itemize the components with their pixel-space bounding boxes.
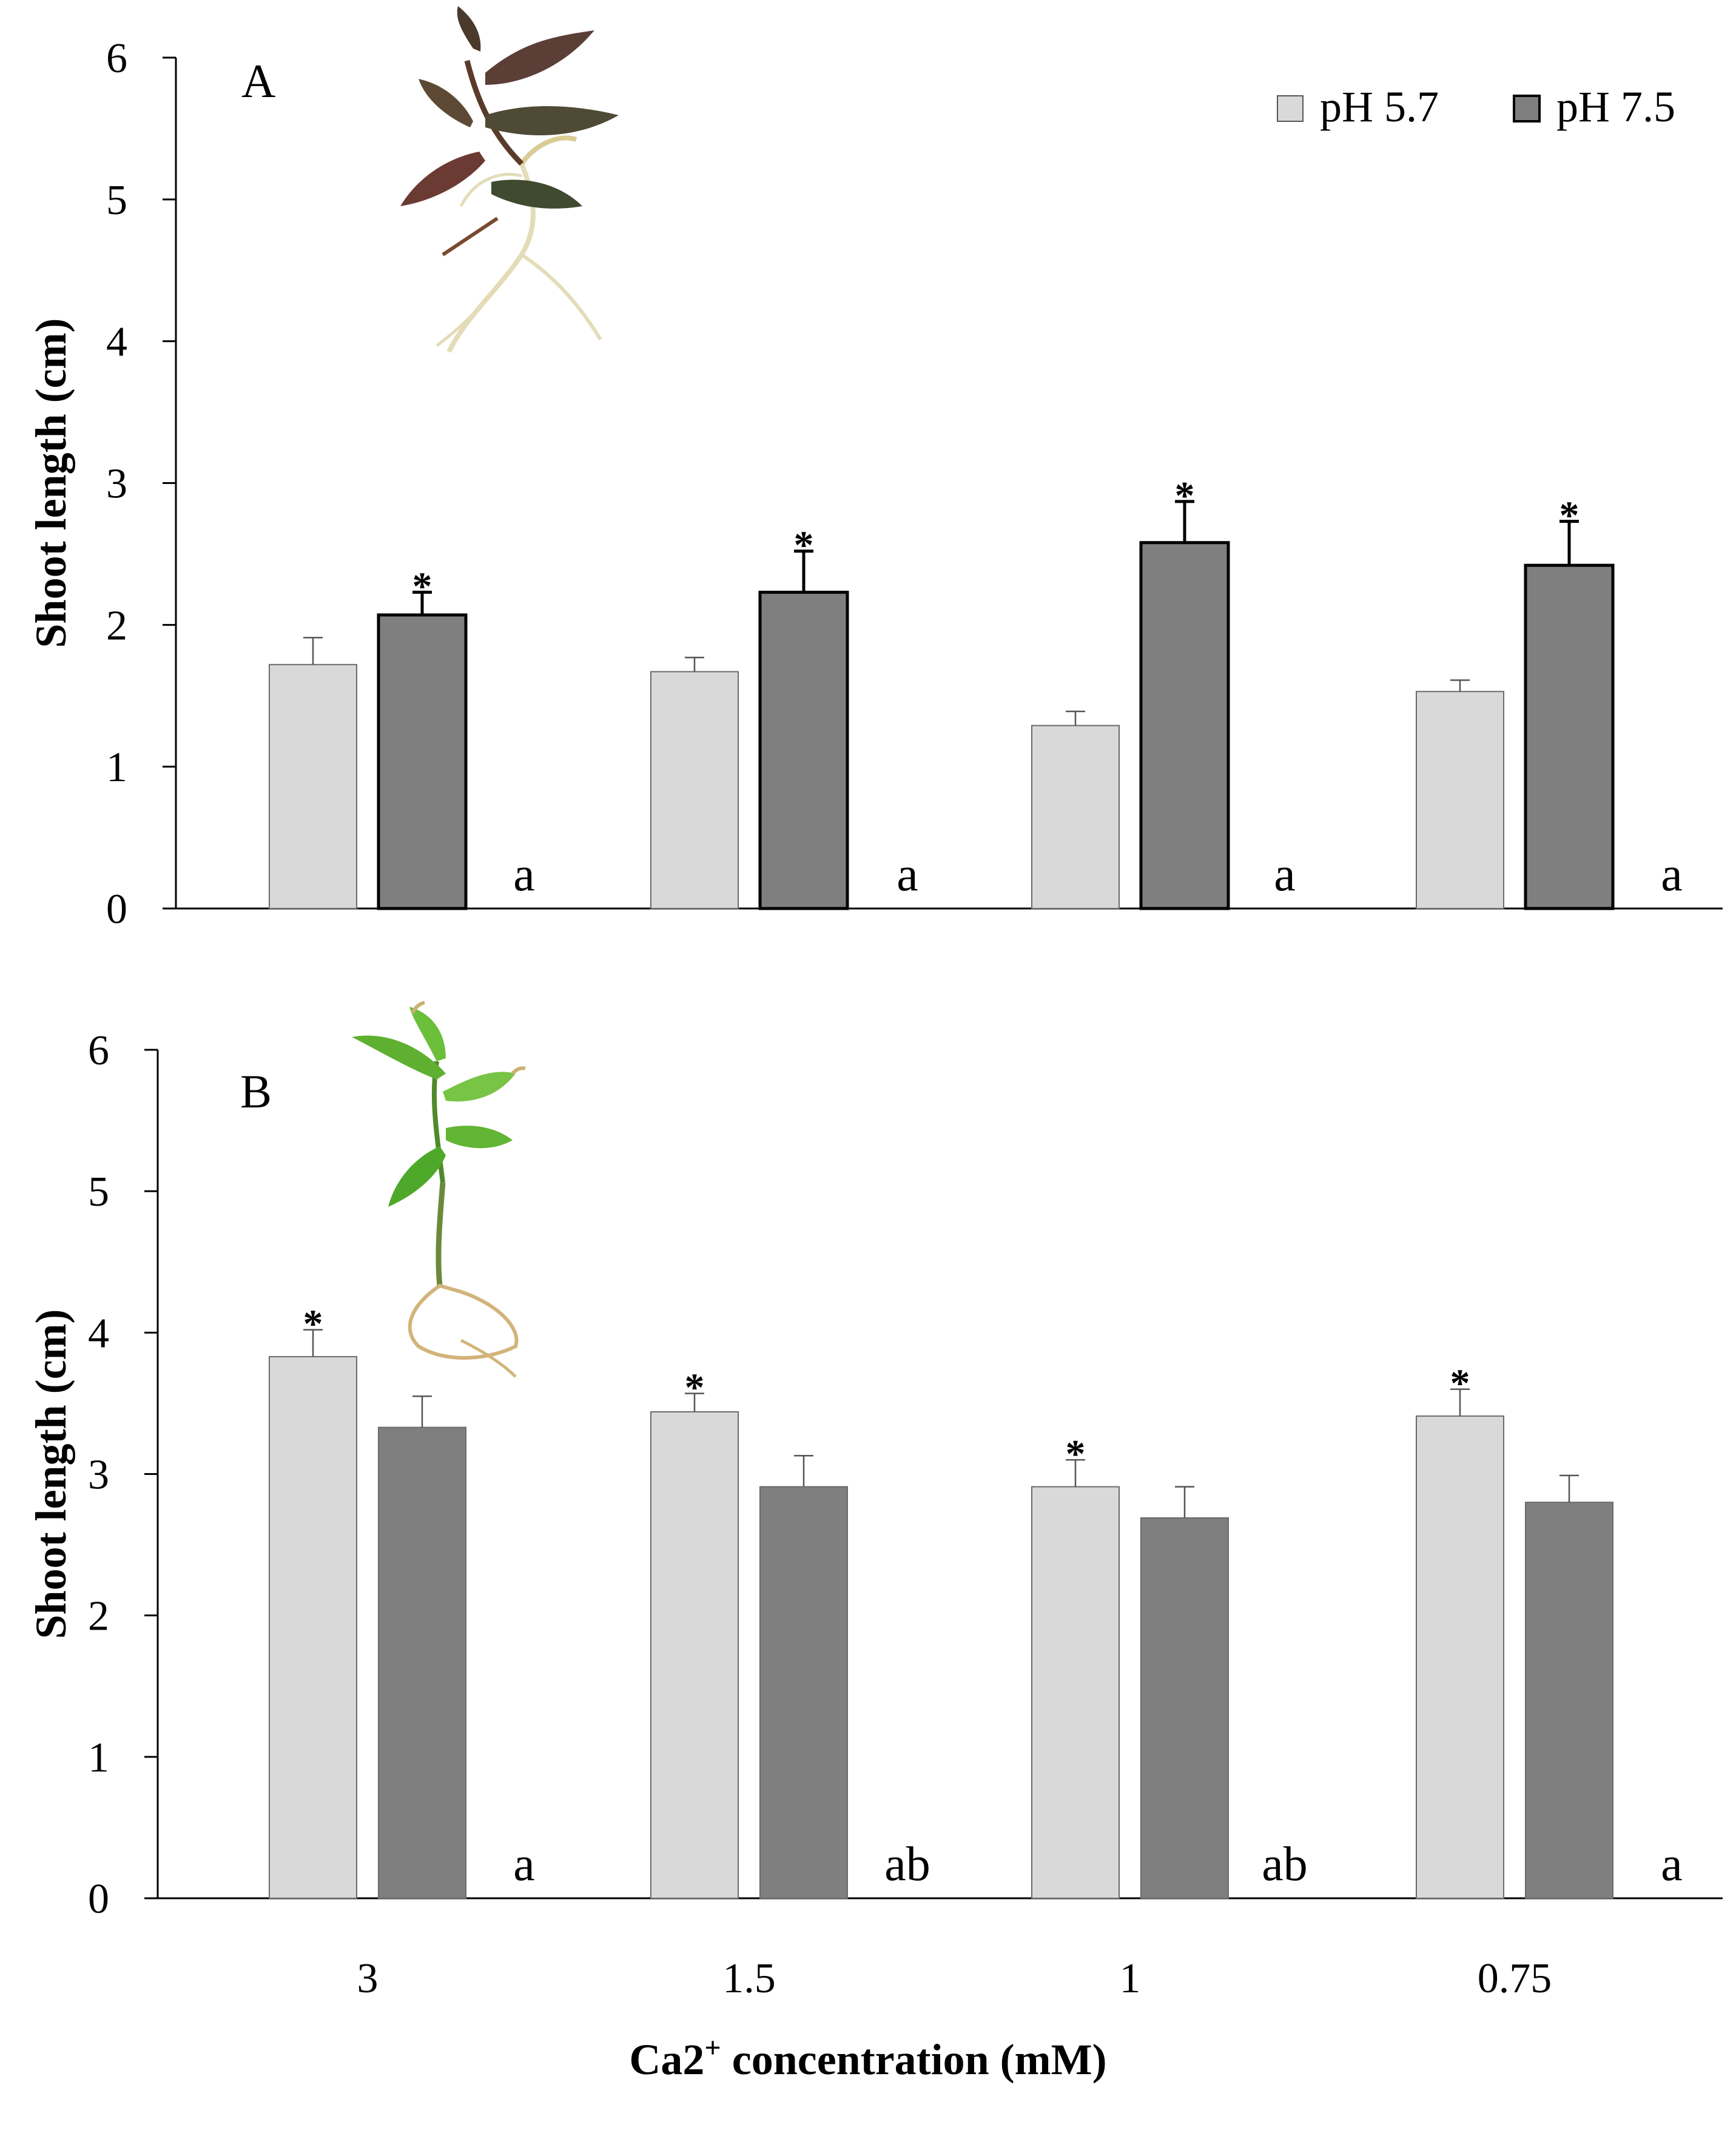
panel-label-b: B (240, 1065, 272, 1118)
legend-label-ph-7-5: pH 7.5 (1556, 82, 1675, 131)
significance-star-b-c2: * (1066, 1432, 1086, 1476)
y-axis-label-b: Shoot length (cm) (27, 1309, 75, 1639)
bar-a-s0-c1 (650, 671, 739, 909)
legend: pH 5.7 pH 7.5 (1277, 82, 1675, 131)
bar-b-s1-c3 (1525, 1502, 1613, 1899)
y-tick-label-a: 6 (106, 35, 127, 82)
y-tick-label-a: 5 (106, 177, 127, 224)
bar-b-s1-c2 (1140, 1517, 1229, 1899)
group-letter-a-c3: a (1661, 848, 1683, 901)
group-letter-a-c1: a (897, 848, 918, 901)
y-tick-label-b: 3 (88, 1452, 109, 1499)
x-tick-label-b-c0: 3 (357, 1955, 378, 2002)
y-tick-label-b: 1 (88, 1735, 109, 1781)
x-axis-label-rest: concentration (mM) (721, 2035, 1107, 2084)
y-tick-label-a: 4 (106, 319, 127, 366)
bar-b-s1-c0 (378, 1426, 466, 1899)
significance-star-a-c2: * (1175, 474, 1195, 518)
panel-a: 0 1 2 3 4 5 6 Shoot length (cm) * * * * a a a a (27, 35, 1723, 933)
y-axis-label-a: Shoot length (cm) (27, 318, 75, 648)
bar-b-s1-c1 (759, 1486, 848, 1899)
group-letter-b-c0: a (513, 1838, 535, 1891)
x-tick-label-b-c2: 1 (1120, 1955, 1141, 2002)
y-tick-label-a: 2 (106, 602, 127, 649)
x-axis-label-main: Ca2 (629, 2035, 704, 2084)
bar-a-s0-c0 (269, 663, 357, 909)
significance-star-b-c0: * (303, 1302, 323, 1346)
bar-a-s0-c3 (1416, 691, 1504, 909)
y-tick-label-b: 2 (88, 1593, 109, 1640)
x-axis-label: Ca2+ concentration (mM) (629, 2032, 1106, 2084)
bar-a-s1-c1 (758, 591, 849, 910)
significance-star-a-c0: * (412, 565, 432, 609)
panel-b: 0 1 2 3 4 5 6 Shoot length (cm) * * * * a ab ab a 3 1.5 1 0… (27, 1027, 1723, 2002)
group-letter-a-c0: a (513, 848, 535, 901)
legend-swatch-ph-5-7 (1277, 95, 1304, 122)
panel-label-a: A (241, 55, 275, 107)
y-tick-label-a: 1 (106, 744, 127, 791)
bar-b-s0-c1 (650, 1411, 739, 1899)
significance-star-a-c3: * (1559, 494, 1580, 538)
legend-swatch-ph-7-5 (1513, 95, 1541, 123)
y-tick-label-b: 5 (88, 1169, 109, 1215)
y-tick-label-b: 0 (88, 1876, 109, 1923)
bar-a-s1-c2 (1139, 541, 1230, 910)
legend-label-ph-5-7: pH 5.7 (1320, 82, 1439, 131)
y-tick-label-a: 0 (106, 886, 127, 933)
group-letter-b-c3: a (1661, 1838, 1683, 1891)
group-letter-b-c2: ab (1262, 1838, 1308, 1891)
x-tick-label-b-c1: 1.5 (722, 1955, 776, 2002)
x-tick-label-b-c3: 0.75 (1478, 1955, 1552, 2002)
significance-star-a-c1: * (794, 523, 814, 568)
bar-a-s1-c3 (1524, 563, 1615, 910)
x-axis-label-superscript: + (704, 2032, 721, 2064)
y-tick-label-b: 4 (88, 1310, 109, 1357)
group-letter-b-c1: ab (884, 1838, 930, 1891)
plant-with-dark-leaves-icon (400, 6, 619, 353)
plant-with-green-leaves-icon (352, 1001, 526, 1378)
bar-b-s0-c2 (1031, 1486, 1120, 1899)
y-tick-label-b: 6 (88, 1027, 109, 1074)
bar-a-s0-c2 (1031, 725, 1120, 909)
significance-star-b-c1: * (685, 1366, 705, 1410)
y-tick-label-a: 3 (106, 461, 127, 508)
significance-star-b-c3: * (1450, 1362, 1470, 1406)
group-letter-a-c2: a (1274, 848, 1296, 901)
bar-b-s0-c3 (1416, 1415, 1504, 1899)
bar-b-s0-c0 (269, 1355, 357, 1899)
bar-a-s1-c0 (377, 613, 468, 910)
